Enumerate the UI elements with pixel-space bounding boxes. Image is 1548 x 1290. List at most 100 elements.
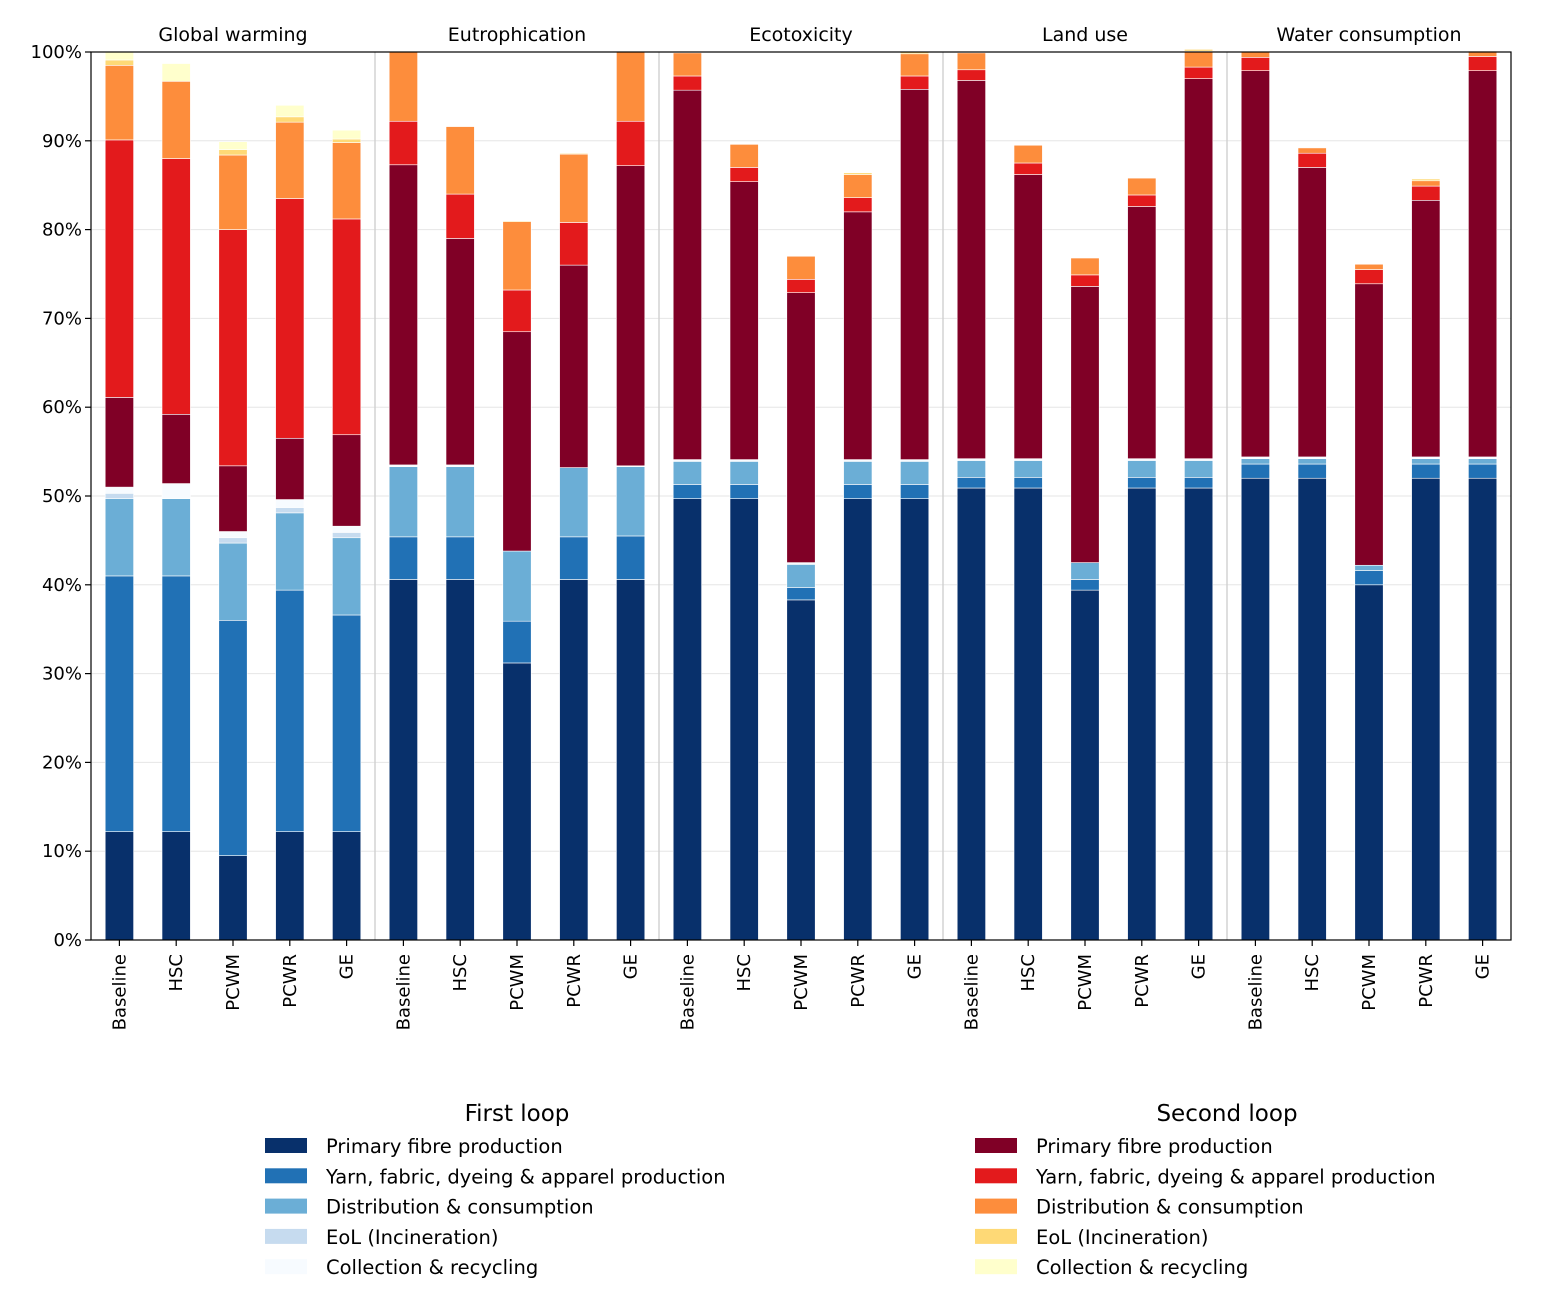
bar-segment-f-yarn	[559, 536, 589, 580]
bar-segment-s-dist	[1127, 177, 1157, 196]
x-tick-label: PCWM	[223, 954, 244, 1011]
bar-segment-s-yarn	[1184, 66, 1214, 79]
x-tick-label: PCWR	[1132, 954, 1153, 1008]
bar-segment-f-eol	[275, 507, 305, 514]
bar-segment-f-eol	[332, 532, 362, 539]
x-tick-label: HSC	[1302, 954, 1323, 992]
bar-segment-f-pfp	[786, 599, 816, 941]
bar-segment-s-yarn	[1240, 57, 1270, 71]
bar-segment-f-pfp	[900, 498, 930, 941]
bar-segment-f-yarn	[332, 614, 362, 832]
bar-segment-s-pfp	[1297, 167, 1327, 458]
bar-segment-s-dist	[1468, 50, 1498, 57]
bar-segment-s-col	[218, 141, 248, 150]
bar-segment-f-dist	[1354, 564, 1384, 571]
bar-segment-f-pfp	[1013, 487, 1043, 941]
y-tick-label: 100%	[31, 42, 82, 63]
bar-segment-f-dist	[843, 461, 873, 485]
bar-segment-s-dist	[1297, 147, 1327, 154]
bar-segment-s-dist	[672, 52, 702, 77]
bar-segment-s-pfp	[1070, 286, 1100, 563]
bar-segment-s-pfp	[218, 465, 248, 532]
bar-segment-f-yarn	[445, 536, 475, 580]
group-label: Land use	[1042, 24, 1128, 46]
bar-segment-s-dist	[161, 81, 191, 159]
bar-segment-f-dist	[388, 466, 418, 538]
x-tick-label: HSC	[734, 954, 755, 992]
bar-segment-s-eol	[559, 152, 589, 155]
x-tick-label: PCWM	[791, 954, 812, 1011]
bar-segment-f-dist	[1127, 460, 1157, 478]
bar-segment-s-yarn	[786, 279, 816, 293]
bar-segment-f-dist	[1070, 562, 1100, 580]
legend-swatch	[975, 1259, 1017, 1275]
bar-segment-f-col	[218, 531, 248, 539]
bar-segment-s-yarn	[1468, 56, 1498, 71]
bar-segment-f-pfp	[616, 579, 646, 941]
bar-segment-f-dist	[900, 461, 930, 485]
bar-segment-f-yarn	[900, 484, 930, 499]
bar-segment-s-eol	[1184, 49, 1214, 52]
legend-title: Second loop	[1156, 1101, 1297, 1127]
bar-segment-f-pfp	[161, 831, 191, 941]
legend-swatch	[975, 1168, 1017, 1184]
bar-segment-f-dist	[729, 461, 759, 485]
bar-segment-f-dist	[1297, 458, 1327, 465]
bar-segment-s-yarn	[388, 120, 418, 166]
group-label: Water consumption	[1276, 24, 1461, 46]
bar-segment-s-col	[104, 51, 134, 61]
bar-segment-s-dist	[786, 255, 816, 280]
y-tick-label: 20%	[42, 752, 82, 773]
bar-segment-f-col	[161, 483, 191, 499]
bar-segment-s-yarn	[616, 120, 646, 166]
bar-segment-s-yarn	[502, 289, 532, 333]
bar-segment-f-yarn	[1468, 463, 1498, 479]
bar-segment-s-yarn	[956, 69, 986, 81]
legend-label: Yarn, fabric, dyeing & apparel productio…	[325, 1165, 726, 1188]
bar-segment-s-eol	[1411, 178, 1441, 182]
bar-segment-s-yarn	[445, 193, 475, 239]
bar-segment-s-pfp	[956, 80, 986, 460]
bar-segment-f-dist	[616, 466, 646, 537]
bar-segment-s-dist	[1013, 144, 1043, 164]
bar-segment-s-yarn	[332, 218, 362, 436]
bar-segment-s-dist	[956, 52, 986, 71]
bar-segment-s-dist	[729, 144, 759, 168]
bar-segment-f-pfp	[502, 662, 532, 941]
legend-label: Distribution & consumption	[1036, 1196, 1304, 1219]
bar-segment-s-pfp	[275, 437, 305, 500]
bar-segment-f-dist	[1013, 460, 1043, 478]
bar-segment-f-yarn	[786, 587, 816, 601]
bar-segment-s-pfp	[559, 264, 589, 468]
bar-segment-f-dist	[104, 498, 134, 577]
bar-segment-f-pfp	[956, 487, 986, 941]
bar-segment-f-pfp	[1070, 589, 1100, 941]
bar-segment-f-pfp	[559, 579, 589, 941]
bar-segment-f-eol	[218, 537, 248, 544]
x-tick-label: HSC	[1018, 954, 1039, 992]
x-tick-label: PCWR	[848, 954, 869, 1008]
x-tick-label: GE	[621, 954, 642, 979]
bar-segment-f-yarn	[1240, 463, 1270, 479]
bar-segment-f-yarn	[843, 484, 873, 499]
bar-segment-f-yarn	[616, 535, 646, 580]
y-tick-label: 90%	[42, 131, 82, 152]
group-label: Global warming	[158, 24, 307, 46]
group-label: Ecotoxicity	[749, 24, 853, 46]
bar-segment-f-col	[332, 525, 362, 533]
y-tick-label: 10%	[42, 841, 82, 862]
group-label: Eutrophication	[448, 24, 586, 46]
bar-segment-s-eol	[104, 59, 134, 66]
bar-segment-s-dist	[1240, 51, 1270, 58]
bar-segment-s-dist	[275, 121, 305, 199]
bar-segment-s-pfp	[843, 211, 873, 460]
legend-swatch	[265, 1138, 307, 1153]
bar-segment-s-pfp	[1354, 283, 1384, 566]
bar-segment-f-dist	[275, 512, 305, 591]
axes-layer: 0% 10% 20% 30% 40% 50% 60% 70% 80% 90% 100% Baselin…	[31, 24, 1512, 1030]
legend-swatch	[265, 1168, 307, 1184]
bar-segment-s-pfp	[1127, 206, 1157, 459]
y-tick-label: 70%	[42, 308, 82, 329]
bar-segment-f-pfp	[388, 579, 418, 941]
